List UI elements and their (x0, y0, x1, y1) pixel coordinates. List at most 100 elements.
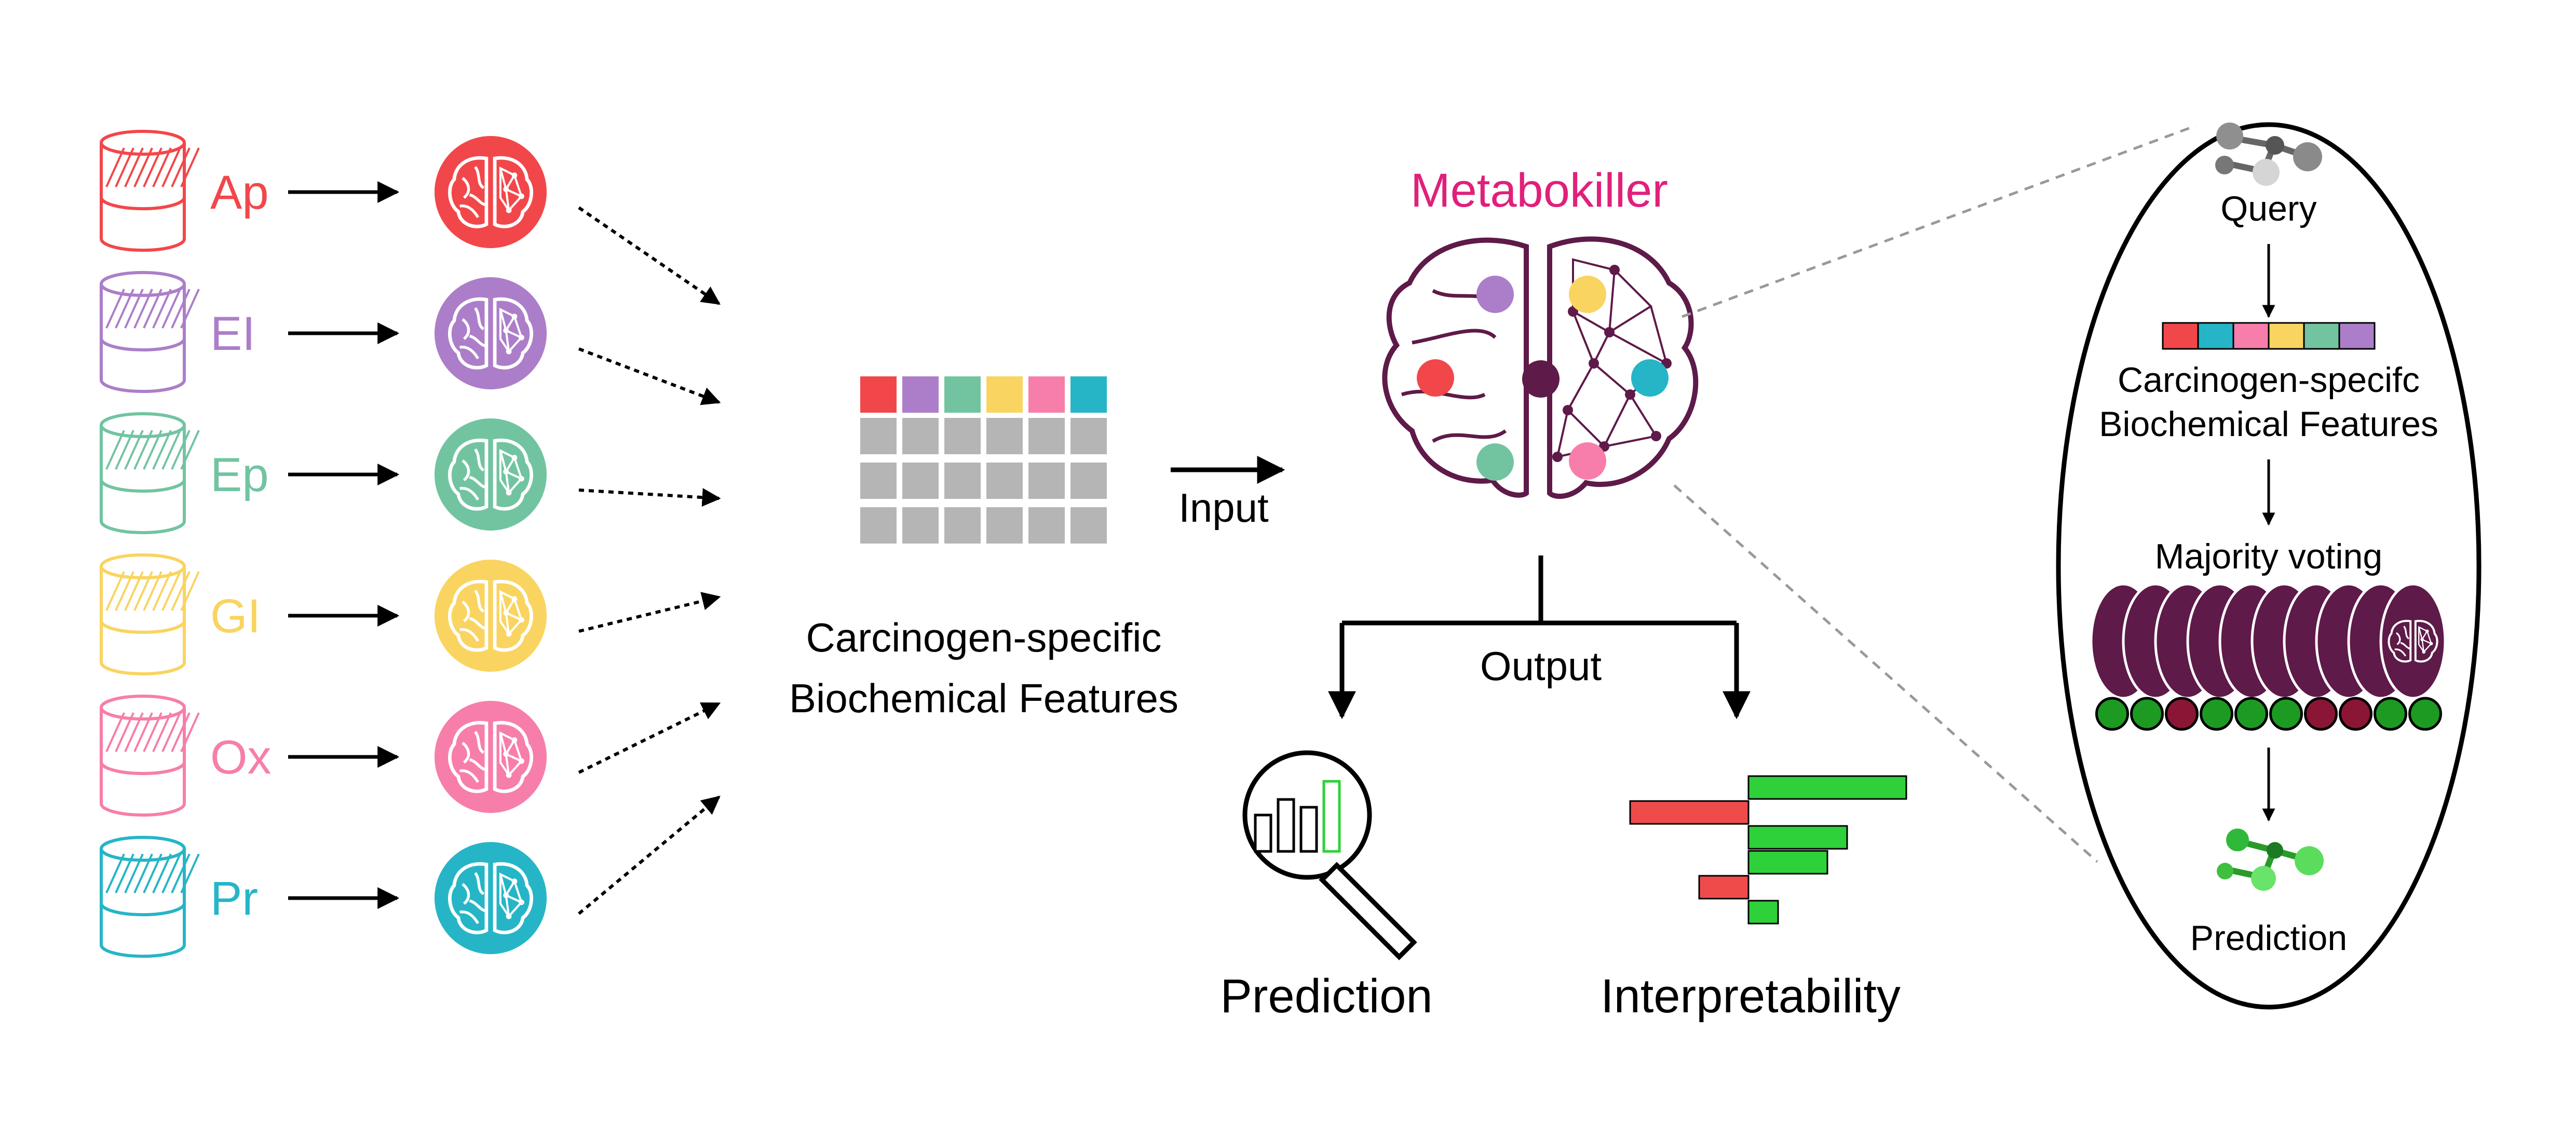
source-label-pr: Pr (210, 872, 258, 925)
input-label: Input (1178, 485, 1269, 531)
query-molecule-icon (2215, 123, 2322, 186)
workflow-feature-ox (2232, 322, 2270, 350)
source-row-ap: Ap (100, 130, 721, 305)
feature-cell (902, 507, 939, 544)
feature-cell (860, 418, 897, 454)
workflow-features-line1: Carcinogen-specifc (2118, 360, 2420, 400)
metabokiller-brain (1382, 236, 1699, 499)
feature-cell (902, 418, 939, 454)
majority-voting-label: Majority voting (2155, 537, 2382, 576)
feature-cell (1028, 463, 1065, 499)
feature-header-ei (902, 376, 939, 413)
brain-node-gi (1569, 276, 1606, 313)
vote-dot-negative (2339, 697, 2372, 731)
interpretability-bar (1698, 875, 1750, 900)
feature-cell (1070, 463, 1107, 499)
brain-node-ap (1417, 359, 1454, 397)
interpretability-bar (1747, 850, 1828, 875)
feature-arrow (578, 592, 721, 633)
features-label-line1: Carcinogen-specific (806, 615, 1162, 660)
workflow-feature-ep (2303, 322, 2340, 350)
output-arrows (1328, 555, 1751, 720)
vote-dot-positive (2095, 697, 2129, 731)
database-icon (100, 412, 200, 534)
database-icon (100, 695, 200, 817)
vote-dot-positive (2234, 697, 2268, 731)
interpretability-bar (1747, 775, 1907, 800)
feature-arrow (578, 795, 721, 915)
vote-dot-negative (2304, 697, 2338, 731)
source-row-ep: Ep (100, 412, 721, 534)
vote-dot-negative (2165, 697, 2199, 731)
source-label-ei: EI (210, 307, 255, 360)
brain-node-ei (1476, 276, 1514, 313)
feature-header-gi (986, 376, 1023, 413)
model-brain-gi (435, 560, 547, 672)
interpretability-bar (1629, 800, 1750, 825)
feature-arrow (578, 488, 721, 507)
database-icon (100, 271, 200, 393)
workflow-prediction-label: Prediction (2190, 918, 2347, 958)
vote-dot-positive (2374, 697, 2407, 731)
workflow-feature-ap (2162, 322, 2199, 350)
feature-cell (986, 463, 1023, 499)
feature-arrow (578, 206, 721, 305)
source-row-ei: EI (100, 271, 721, 405)
source-label-ep: Ep (210, 449, 269, 501)
feature-cell (986, 507, 1023, 544)
zoom-line-bottom (1673, 484, 2098, 863)
workflow-feature-gi (2268, 322, 2305, 350)
source-label-ap: Ap (210, 166, 269, 219)
prediction-label: Prediction (1220, 970, 1432, 1023)
feature-cell (1070, 507, 1107, 544)
zoom-line-top (1682, 124, 2197, 318)
workflow-features-line2: Biochemical Features (2099, 404, 2438, 444)
brain-node-pr (1631, 359, 1669, 397)
model-brain-ap (435, 136, 547, 248)
interpretability-label: Interpretability (1601, 970, 1901, 1023)
feature-matrix (860, 376, 1107, 544)
vote-dots (2095, 697, 2442, 731)
interpretability-bar (1747, 825, 1848, 850)
workflow-feature-ei (2338, 322, 2376, 350)
interpretability-bar (1747, 900, 1779, 925)
source-label-ox: Ox (210, 731, 272, 784)
query-label: Query (2220, 189, 2316, 228)
feature-cell (944, 418, 981, 454)
model-brain-ei (435, 277, 547, 389)
feature-arrow (578, 702, 721, 774)
feature-cell (944, 507, 981, 544)
vote-dot-positive (2130, 697, 2164, 731)
vote-dot-positive (2408, 697, 2442, 731)
source-row-gi: GI (100, 553, 721, 675)
feature-cell (860, 463, 897, 499)
model-brain-ox (435, 701, 547, 813)
source-row-pr: Pr (100, 795, 721, 958)
feature-cell (902, 463, 939, 499)
interpretability-chart (1629, 775, 1907, 925)
feature-cell (1028, 418, 1065, 454)
model-brain-ep (435, 418, 547, 531)
workflow-feature-pr (2197, 322, 2234, 350)
feature-header-ep (944, 376, 981, 413)
ensemble-model (2379, 582, 2447, 700)
feature-cell (986, 418, 1023, 454)
database-icon (100, 130, 200, 252)
prediction-magnifier-icon (1242, 750, 1417, 960)
database-icon (100, 836, 200, 958)
model-ensemble (2090, 582, 2447, 700)
feature-cell (944, 463, 981, 499)
brain-node-ep (1476, 443, 1514, 481)
output-label: Output (1480, 643, 1602, 689)
metabokiller-title: Metabokiller (1411, 164, 1668, 217)
brain-node-ox (1569, 442, 1606, 480)
source-row-ox: Ox (100, 695, 721, 817)
prediction-molecule-icon (2217, 829, 2324, 891)
features-label-line2: Biochemical Features (789, 675, 1178, 721)
feature-cell (1028, 507, 1065, 544)
feature-arrow (578, 347, 721, 405)
workflow-feature-strip (2162, 322, 2376, 350)
vote-dot-positive (2269, 697, 2303, 731)
source-label-gi: GI (210, 590, 261, 643)
